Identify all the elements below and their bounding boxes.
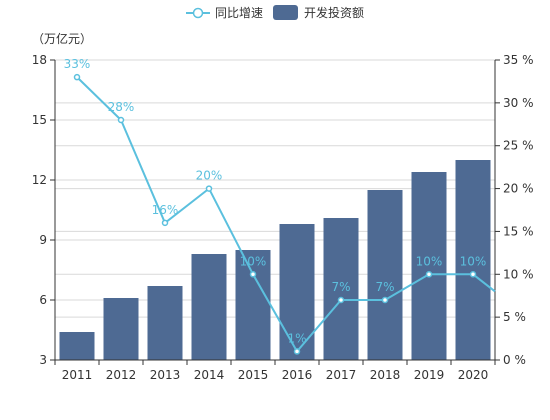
legend-investment-label: 开发投资额 (304, 5, 364, 20)
growth-data-label-2013: 16% (152, 203, 179, 217)
bar-2018 (367, 190, 403, 360)
x-tick-label-2012: 2012 (106, 368, 137, 382)
y-left-tick-label-2: 9 (39, 233, 47, 247)
x-tick-label-2011: 2011 (62, 368, 93, 382)
growth-point-2015 (249, 271, 257, 278)
x-tick-label-2013: 2013 (150, 368, 181, 382)
legend-growth-label: 同比增速 (215, 6, 263, 20)
x-tick-label-2020: 2020 (458, 368, 489, 382)
x-tick-label-2017: 2017 (326, 368, 357, 382)
growth-point-2013 (161, 219, 169, 227)
bar-2020 (455, 160, 491, 360)
growth-data-label-2017: 7% (331, 280, 350, 294)
y-left-tick-label-1: 6 (39, 293, 47, 307)
y-axis-unit-label: （万亿元） (32, 31, 92, 46)
y-right-tick-label-2: 10 % (503, 267, 534, 281)
growth-point-2012 (117, 116, 125, 124)
growth-point-2020 (469, 271, 477, 278)
bar-2014 (191, 254, 227, 360)
legend-investment-swatch-icon (273, 5, 298, 20)
x-tick-label-2015: 2015 (238, 368, 269, 382)
label-layer: 33% 28% 16% 20% 10% 1% 7% 7% 10% 10% (64, 57, 487, 345)
growth-point-2014 (205, 185, 213, 192)
growth-data-label-2018: 7% (375, 280, 394, 294)
x-tick-label-2014: 2014 (194, 368, 225, 382)
bar-2012 (103, 298, 139, 360)
y-left-tick-label-4: 15 (32, 113, 47, 127)
y-left-tick-label-0: 3 (39, 353, 47, 367)
y-right-tick-label-5: 25 % (503, 139, 534, 153)
legend-item-investment[interactable]: 开发投资额 (273, 5, 364, 20)
x-tick-label-2016: 2016 (282, 368, 313, 382)
growth-data-label-2014: 20% (196, 169, 223, 183)
y-right-tick-label-0: 0 % (503, 353, 526, 367)
axis-layer: 3 6 9 12 15 18 0 % 5 % 10 % 15 % 20 % 25 % 30 % 35 % 2… (32, 53, 534, 382)
growth-data-label-2015: 10% (240, 254, 267, 268)
y-left-tick-label-5: 18 (32, 53, 47, 67)
y-right-tick-label-7: 35 % (503, 53, 534, 67)
y-left-tick-label-3: 12 (32, 173, 47, 187)
y-right-tick-label-4: 20 % (503, 182, 534, 196)
legend-growth-marker-icon (192, 7, 204, 19)
bar-2011 (59, 332, 95, 360)
grid-layer (55, 59, 495, 361)
line-layer (73, 73, 496, 355)
bar-2013 (147, 286, 183, 360)
y-right-tick-label-1: 5 % (503, 310, 526, 324)
legend-item-growth[interactable]: 同比增速 (186, 6, 263, 20)
growth-point-2019 (425, 271, 433, 278)
growth-data-label-2012: 28% (108, 100, 135, 114)
x-tick-label-2018: 2018 (370, 368, 401, 382)
growth-point-2011 (73, 73, 81, 81)
y-right-tick-label-3: 15 % (503, 224, 534, 238)
growth-point-2018 (381, 296, 389, 304)
growth-data-label-2019: 10% (416, 254, 443, 268)
growth-data-label-2020: 10% (460, 254, 487, 268)
growth-point-2016 (293, 348, 301, 355)
bar-2015 (235, 250, 271, 360)
growth-data-label-2011: 33% (64, 57, 91, 71)
legend[interactable]: 同比增速 开发投资额 (186, 5, 364, 20)
bar-2019 (411, 172, 447, 360)
growth-data-label-2016: 1% (287, 331, 306, 345)
bar-layer (59, 160, 491, 360)
bar-2017 (323, 218, 359, 360)
y-right-tick-label-6: 30 % (503, 96, 534, 110)
x-tick-label-2019: 2019 (414, 368, 445, 382)
growth-point-2017 (337, 296, 345, 304)
